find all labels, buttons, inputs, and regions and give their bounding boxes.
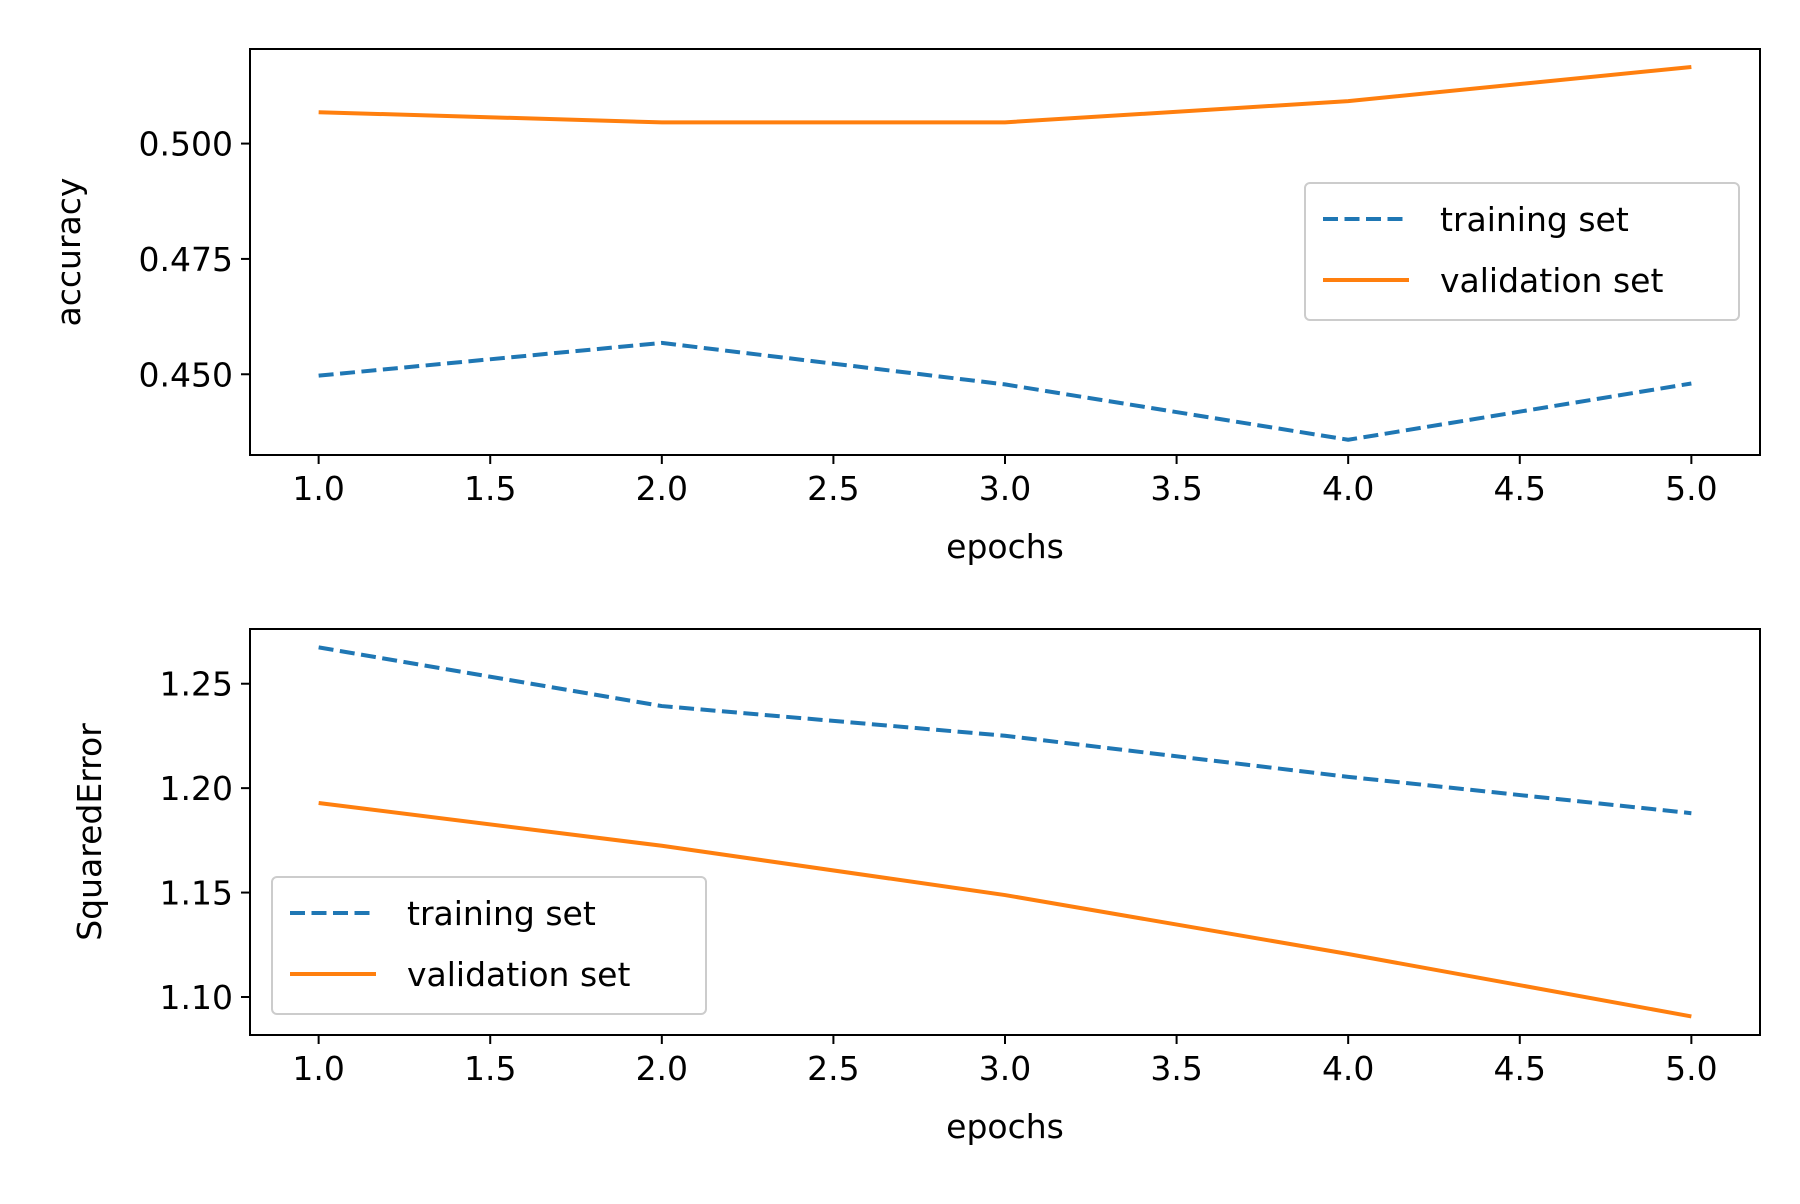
legend-label-0-1: validation set (1440, 261, 1663, 300)
chart-0: 1.0 1.5 2.0 2.5 3.0 3.5 4.0 4.5 5.0 0.450 0.475 0.5… (49, 48, 1761, 566)
x-axis-label-0: epochs (946, 527, 1064, 566)
series-line-1-0 (318, 645, 1692, 816)
x-tick-label-1-7: 4.5 (1494, 1049, 1546, 1088)
series-line-0-0 (318, 340, 1692, 442)
legend-box-1 (271, 876, 707, 1015)
legend-label-1-0: training set (407, 894, 596, 933)
x-axis-label-1: epochs (946, 1107, 1064, 1146)
y-tick-label-1-1: 1.15 (160, 874, 233, 913)
legend-1: training set validation set (271, 876, 707, 1015)
x-tick-label-0-3: 2.5 (807, 469, 859, 508)
legend-0: training set validation set (1304, 182, 1740, 321)
legend-label-1-1: validation set (407, 955, 630, 994)
series-line-1-1 (318, 800, 1692, 1019)
x-tick-label-1-5: 3.5 (1150, 1049, 1202, 1088)
y-tick-label-0-2: 0.500 (139, 125, 233, 164)
x-tick-label-1-6: 4.0 (1322, 1049, 1374, 1088)
x-tick-label-0-1: 1.5 (464, 469, 516, 508)
x-tick-label-1-1: 1.5 (464, 1049, 516, 1088)
x-tick-label-0-5: 3.5 (1150, 469, 1202, 508)
y-tick-label-1-0: 1.10 (160, 978, 233, 1017)
x-tick-label-0-8: 5.0 (1665, 469, 1717, 508)
x-tick-label-0-2: 2.0 (636, 469, 688, 508)
chart-1: 1.0 1.5 2.0 2.5 3.0 3.5 4.0 4.5 5.0 1.10 1.15 1.20 1… (70, 628, 1761, 1146)
x-tick-label-1-0: 1.0 (292, 1049, 344, 1088)
y-axis-label-0: accuracy (49, 178, 88, 327)
x-tick-label-0-7: 4.5 (1494, 469, 1546, 508)
y-axis-label-1: SquaredError (70, 723, 109, 941)
x-tick-label-1-4: 3.0 (979, 1049, 1031, 1088)
y-tick-label-1-3: 1.25 (160, 665, 233, 704)
y-tick-label-0-1: 0.475 (139, 240, 233, 279)
x-tick-label-1-3: 2.5 (807, 1049, 859, 1088)
legend-box-0 (1304, 182, 1740, 321)
x-tick-label-1-8: 5.0 (1665, 1049, 1717, 1088)
y-tick-label-1-2: 1.20 (160, 769, 233, 808)
x-tick-label-1-2: 2.0 (636, 1049, 688, 1088)
legend-label-0-0: training set (1440, 200, 1629, 239)
series-line-0-1 (318, 64, 1692, 125)
x-tick-label-0-4: 3.0 (979, 469, 1031, 508)
x-tick-label-0-6: 4.0 (1322, 469, 1374, 508)
y-tick-label-0-0: 0.450 (139, 355, 233, 394)
x-tick-label-0-0: 1.0 (292, 469, 344, 508)
